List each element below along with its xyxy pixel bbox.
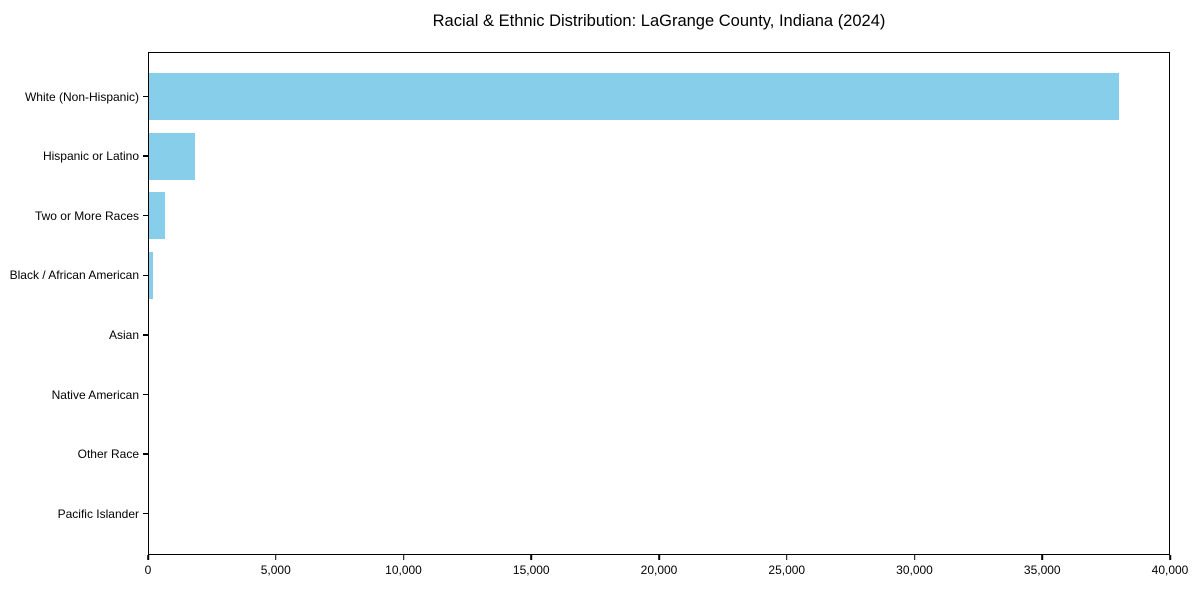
x-tick-mark bbox=[658, 555, 660, 560]
x-tick-mark bbox=[785, 555, 788, 560]
x-tick-label: 25,000 bbox=[768, 563, 806, 577]
y-tick-mark bbox=[143, 155, 148, 157]
y-tick-mark bbox=[143, 453, 148, 455]
bar bbox=[148, 192, 166, 240]
category-label: Two or More Races bbox=[34, 208, 139, 223]
x-tick-label: 5,000 bbox=[260, 563, 291, 577]
y-tick-mark bbox=[143, 512, 148, 515]
x-tick-mark bbox=[1169, 555, 1171, 560]
category-label: Asian bbox=[108, 327, 139, 342]
y-tick-mark bbox=[143, 393, 148, 396]
bar bbox=[148, 251, 154, 299]
plot-area bbox=[148, 52, 1170, 555]
x-tick-mark bbox=[147, 555, 149, 560]
category-label: White (Non-Hispanic) bbox=[24, 89, 139, 104]
x-tick-label: 40,000 bbox=[1151, 563, 1189, 577]
y-tick-mark bbox=[143, 95, 148, 98]
x-tick-label: 35,000 bbox=[1023, 563, 1061, 577]
y-tick-mark bbox=[143, 334, 148, 336]
y-tick-mark bbox=[143, 274, 148, 277]
x-tick-label: 10,000 bbox=[385, 563, 422, 577]
x-tick-mark bbox=[1041, 555, 1044, 560]
bar bbox=[148, 311, 149, 359]
bar bbox=[148, 73, 1119, 120]
x-tick-mark bbox=[402, 555, 405, 560]
y-tick-mark bbox=[143, 214, 148, 217]
x-tick-label: 0 bbox=[144, 563, 152, 577]
bar bbox=[148, 132, 196, 180]
chart-title: Racial & Ethnic Distribution: LaGrange C… bbox=[432, 12, 886, 30]
category-label: Black / African American bbox=[9, 268, 139, 283]
x-tick-mark bbox=[530, 555, 533, 560]
bar bbox=[148, 371, 149, 418]
x-tick-label: 30,000 bbox=[896, 563, 933, 577]
x-tick-label: 15,000 bbox=[512, 563, 550, 577]
category-label: Hispanic or Latino bbox=[42, 149, 139, 164]
category-label: Other Race bbox=[77, 447, 139, 462]
bar bbox=[148, 430, 149, 478]
x-tick-mark bbox=[274, 555, 277, 560]
category-label: Pacific Islander bbox=[57, 506, 139, 521]
x-tick-mark bbox=[913, 555, 916, 560]
x-tick-label: 20,000 bbox=[640, 563, 678, 577]
category-label: Native American bbox=[51, 387, 139, 402]
